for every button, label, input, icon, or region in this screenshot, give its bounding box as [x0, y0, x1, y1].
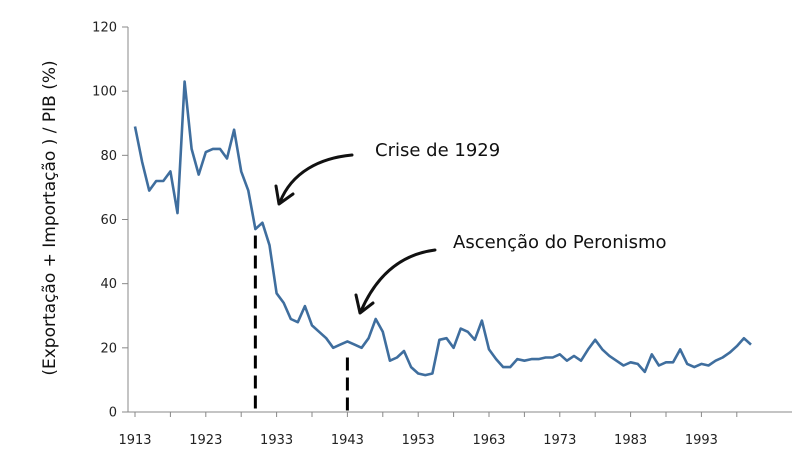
series-line: [135, 82, 751, 376]
x-tick-label: 1983: [614, 433, 647, 448]
y-ticks: 0 20 40 60 80 100 120: [92, 21, 128, 421]
x-tick-label: 1913: [118, 433, 151, 448]
x-tick-label: 1923: [189, 433, 222, 448]
y-tick-label: 80: [100, 149, 117, 164]
y-tick-label: 20: [100, 341, 117, 356]
x-ticks: 1913 1923 1933 1943 1953 1963 1973 1983 1993: [118, 412, 736, 448]
annotation-crise-1929: Crise de 1929: [375, 140, 500, 161]
y-axis-label: (Exportação + Importação ) / PIB (%): [40, 60, 60, 375]
y-tick-label: 100: [92, 85, 117, 100]
annotation-ascencao-peronismo: Ascenção do Peronismo: [453, 232, 667, 253]
x-tick-label: 1963: [472, 433, 505, 448]
y-tick-label: 60: [100, 213, 117, 228]
x-tick-label: 1933: [260, 433, 293, 448]
y-tick-label: 0: [109, 406, 117, 421]
dashed-markers: [255, 236, 347, 412]
x-tick-label: 1993: [685, 433, 718, 448]
x-tick-label: 1953: [402, 433, 435, 448]
x-tick-label: 1973: [543, 433, 576, 448]
y-tick-label: 120: [92, 21, 117, 36]
y-tick-label: 40: [100, 277, 117, 292]
x-tick-label: 1943: [331, 433, 364, 448]
